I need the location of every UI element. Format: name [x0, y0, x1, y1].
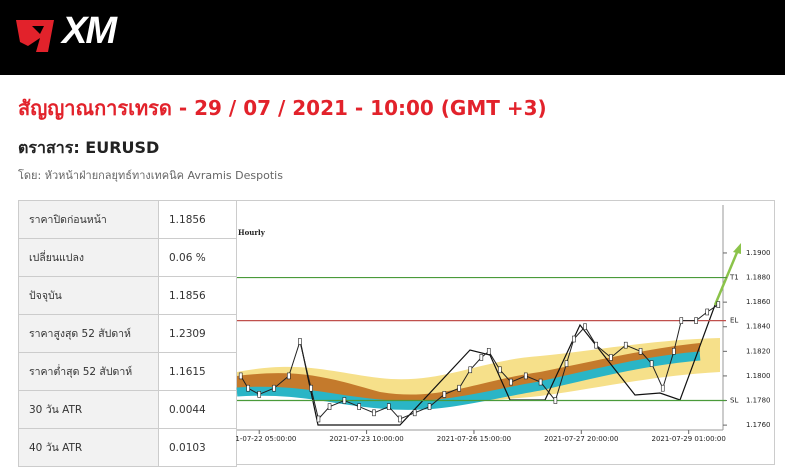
y-tick-label: 1.1840	[746, 323, 771, 331]
price-candle	[309, 384, 313, 392]
logo-icon	[16, 20, 54, 52]
price-candle	[412, 409, 417, 417]
row-value: 1.1856	[158, 276, 237, 315]
price-candle	[342, 397, 347, 404]
price-candle	[427, 403, 432, 410]
price-candle	[357, 403, 361, 410]
row-value: 0.0044	[158, 390, 237, 429]
chart-label: Hourly	[238, 228, 266, 237]
price-candle	[257, 391, 262, 398]
projection-head	[733, 243, 741, 254]
price-candle	[372, 409, 376, 417]
table-row: ราคาต่ำสุด 52 สัปดาห์ 1.1615	[18, 352, 237, 391]
price-candle	[583, 323, 587, 331]
price-candle	[486, 348, 491, 355]
row-label: ราคาสูงสุด 52 สัปดาห์	[18, 314, 159, 353]
instrument: ตราสาร: EURUSD	[18, 138, 160, 157]
price-candle	[623, 341, 628, 349]
price-candle	[442, 391, 447, 398]
chart: Hourly 1.1760 1.1780 1.1800 1.1820 1.1840 1.1…	[236, 200, 775, 465]
table-row: 40 วัน ATR 0.0103	[18, 428, 237, 467]
row-label: ราคาต่ำสุด 52 สัปดาห์	[18, 352, 159, 391]
band-orange	[237, 343, 700, 406]
price-candle	[298, 338, 302, 345]
price-candle	[649, 360, 654, 367]
price-candle	[716, 301, 721, 308]
header: XM	[0, 0, 785, 75]
row-label: 40 วัน ATR	[18, 428, 159, 467]
table-row: ปัจจุบัน 1.1856	[18, 276, 237, 315]
price-candle	[327, 403, 332, 410]
price-candle	[509, 378, 513, 386]
price-candle	[386, 403, 391, 410]
y-tick-label: 1.1820	[746, 347, 771, 355]
price-candle	[538, 378, 543, 386]
row-value: 1.1856	[158, 200, 237, 239]
x-tick-label: 2021-07-27 20:00:00	[544, 435, 618, 443]
row-label: เปลี่ยนแปลง	[18, 238, 159, 277]
y-tick-label: 1.1780	[746, 397, 771, 405]
price-candle	[679, 317, 684, 324]
y-tick-label: 1.1760	[746, 421, 771, 429]
price-candle	[316, 415, 321, 423]
price-candle	[398, 415, 402, 423]
price-candle	[553, 397, 558, 404]
byline: โดย: หัวหน้าฝ่ายกลยุทธ์ทางเทคนิค Avramis…	[18, 169, 283, 182]
table-row: ราคาปิดก่อนหน้า 1.1856	[18, 200, 237, 239]
row-value: 1.2309	[158, 314, 237, 353]
price-candle	[609, 354, 613, 361]
x-tick-label: 2021-07-29 01:00:00	[651, 435, 725, 443]
level-label: EL	[730, 317, 738, 325]
price-candle	[705, 308, 709, 316]
table-row: ราคาสูงสุด 52 สัปดาห์ 1.2309	[18, 314, 237, 353]
price-candle	[694, 317, 698, 324]
row-value: 1.1615	[158, 352, 237, 391]
price-candle	[479, 354, 484, 361]
row-label: 30 วัน ATR	[18, 390, 159, 429]
chart-frame	[236, 200, 775, 465]
logo: XM	[62, 10, 117, 52]
y-tick-label: 1.1880	[746, 274, 771, 282]
row-value: 0.06 %	[158, 238, 237, 277]
y-tick-label: 1.1860	[746, 298, 771, 306]
price-candle	[287, 372, 291, 380]
price-candle	[594, 341, 598, 349]
price-candle	[672, 348, 676, 355]
level-label: SL	[730, 397, 738, 405]
price-candle	[498, 366, 502, 374]
row-label: ราคาปิดก่อนหน้า	[18, 200, 159, 239]
price-candle	[246, 384, 250, 392]
x-tick-label: 2021-07-26 15:00:00	[437, 435, 511, 443]
table-row: เปลี่ยนแปลง 0.06 %	[18, 238, 237, 277]
stats-table: ราคาปิดก่อนหน้า 1.1856 เปลี่ยนแปลง 0.06 % ปั…	[18, 200, 237, 467]
price-candle	[523, 372, 528, 380]
price-candle	[238, 372, 243, 380]
title: สัญญาณการเทรด - 29 / 07 / 2021 - 10:00 (…	[18, 96, 547, 120]
table-row: 30 วัน ATR 0.0044	[18, 390, 237, 429]
price-candle	[660, 384, 665, 392]
price-candle	[272, 384, 276, 392]
y-tick-label: 1.1900	[746, 249, 771, 257]
level-label: T1	[729, 274, 739, 282]
price-line	[240, 304, 719, 421]
x-tick-label: 2021-07-23 10:00:00	[329, 435, 403, 443]
price-candle	[564, 360, 569, 367]
price-candle	[638, 348, 643, 355]
price-candle	[572, 335, 576, 343]
y-tick-label: 1.1800	[746, 372, 771, 380]
x-tick-label: 2021-07-22 05:00:00	[236, 435, 296, 443]
row-label: ปัจจุบัน	[18, 276, 159, 315]
row-value: 0.0103	[158, 428, 237, 467]
price-candle	[457, 384, 461, 392]
price-candle	[468, 366, 473, 374]
